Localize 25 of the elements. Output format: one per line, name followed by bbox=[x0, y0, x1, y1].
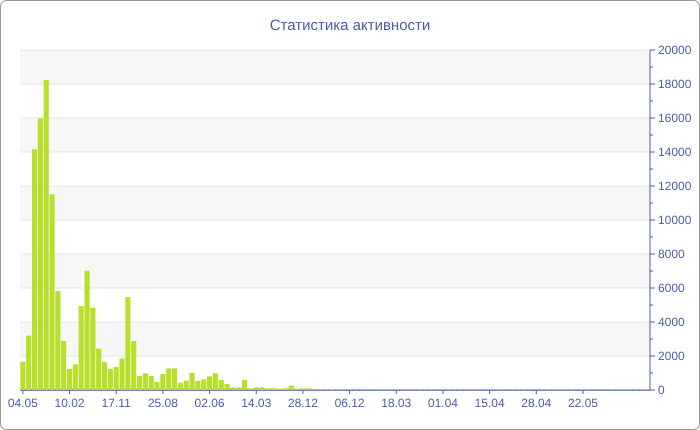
x-tick-label: 01.04 bbox=[428, 396, 458, 410]
chart-title: Статистика активности bbox=[270, 17, 430, 34]
x-tick-label: 28.12 bbox=[288, 396, 318, 410]
x-tick-label: 25.08 bbox=[148, 396, 178, 410]
x-tick-label: 04.05 bbox=[8, 396, 38, 410]
y-tick-label: 20000 bbox=[658, 43, 692, 58]
x-tick-label: 15.04 bbox=[474, 396, 505, 410]
x-tick-label: 14.03 bbox=[241, 396, 272, 410]
y-tick-label: 8000 bbox=[658, 247, 686, 262]
y-tick-label: 18000 bbox=[658, 77, 692, 92]
x-tick-label: 18.03 bbox=[381, 396, 412, 410]
y-tick-label: 2000 bbox=[658, 349, 686, 364]
y-tick-label: 14000 bbox=[658, 145, 692, 160]
y-tick-label: 0 bbox=[658, 383, 665, 398]
x-tick-label: 02.06 bbox=[194, 396, 225, 410]
y-tick-label: 6000 bbox=[658, 281, 686, 296]
x-tick-label: 06.12 bbox=[334, 396, 365, 410]
y-tick-label: 10000 bbox=[658, 213, 692, 228]
x-tick-label: 10.02 bbox=[54, 396, 85, 410]
y-tick-label: 16000 bbox=[658, 111, 692, 126]
x-tick-label: 22.05 bbox=[568, 396, 598, 410]
x-tick-label: 17.11 bbox=[102, 396, 132, 410]
y-tick-label: 4000 bbox=[658, 315, 686, 330]
x-tick-label: 28.04 bbox=[521, 396, 552, 410]
y-tick-label: 12000 bbox=[658, 179, 692, 194]
